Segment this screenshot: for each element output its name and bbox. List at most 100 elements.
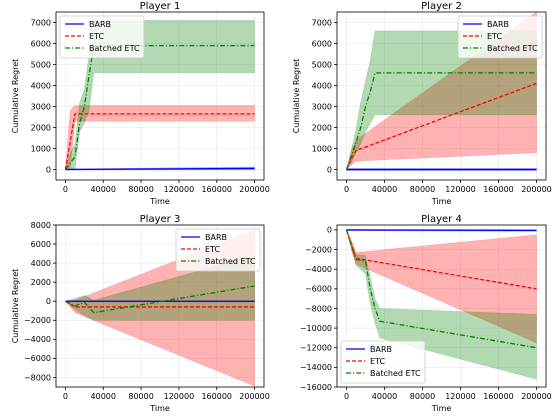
y-tick-label: −14000 [300, 363, 332, 372]
legend-label: BARB [89, 20, 111, 29]
x-tick-label: 200000 [521, 185, 552, 194]
y-tick-label: 2000 [312, 123, 332, 132]
series-line-etc [64, 113, 255, 170]
chart-title: Player 1 [140, 1, 181, 12]
x-tick-label: 160000 [201, 392, 232, 401]
y-tick-label: 0 [46, 165, 51, 174]
legend-label: Batched ETC [487, 44, 538, 53]
y-tick-label: −8000 [305, 304, 332, 313]
x-tick-label: 200000 [239, 185, 270, 194]
legend-box [457, 15, 543, 59]
x-tick-label: 0 [63, 392, 68, 401]
y-tick-label: 6000 [312, 39, 332, 48]
x-tick-label: 200000 [239, 392, 270, 401]
series-line-batched-etc [345, 229, 537, 349]
legend: BARB ETC Batched ETC [175, 228, 261, 272]
x-tick-label: 200000 [521, 392, 552, 401]
y-tick-label: 4000 [31, 81, 51, 90]
y-tick-label: 0 [46, 297, 51, 306]
legend-label: ETC [370, 357, 385, 366]
chart-panel-2: 0 40000 80000 120000 160000 200000 0 1000 2000 30… [292, 1, 552, 206]
y-tick-label: 5000 [312, 60, 332, 69]
y-tick-label: −8000 [24, 373, 51, 382]
legend-label: ETC [487, 32, 502, 41]
x-tick-label: 160000 [483, 392, 514, 401]
confidence-band-batched-etc [64, 255, 255, 321]
legend: BARB ETC Batched ETC [59, 15, 145, 59]
y-tick-label: −12000 [300, 344, 332, 353]
x-tick-label: 0 [63, 185, 68, 194]
x-tick-label: 80000 [410, 185, 435, 194]
gridlines [337, 12, 546, 180]
series-line-batched-etc [64, 44, 255, 170]
chart-title: Player 3 [140, 214, 181, 225]
axes-frame [336, 11, 547, 181]
legend-box [175, 228, 261, 272]
legend-label: Batched ETC [89, 44, 140, 53]
y-tick-label: 7000 [312, 18, 332, 27]
y-tick-label: 6000 [31, 39, 51, 48]
y-tick-label: −6000 [24, 354, 51, 363]
chart-panel-4: 0 40000 80000 120000 160000 200000 −16000 −1400… [300, 214, 552, 413]
x-tick-label: 120000 [445, 185, 476, 194]
y-tick-label: 0 [327, 165, 332, 174]
x-tick-label: 120000 [445, 392, 476, 401]
chart-title: Player 4 [421, 214, 462, 225]
confidence-band-batched-etc [346, 229, 537, 380]
legend-label: Batched ETC [205, 257, 256, 266]
y-tick-label: −4000 [305, 265, 332, 274]
y-tick-label: 4000 [312, 81, 332, 90]
x-tick-label: 80000 [410, 392, 435, 401]
y-tick-label: −16000 [300, 383, 332, 392]
y-tick-label: −4000 [24, 335, 51, 344]
y-tick-label: 6000 [31, 240, 51, 249]
legend: BARB ETC Batched ETC [340, 340, 426, 384]
legend-label: BARB [205, 233, 227, 242]
y-tick-label: −10000 [300, 324, 332, 333]
y-tick-label: 8000 [31, 221, 51, 230]
chart-title: Player 2 [421, 1, 462, 12]
x-tick-label: 40000 [372, 185, 397, 194]
x-tick-label: 160000 [201, 185, 232, 194]
y-tick-label: −2000 [24, 316, 51, 325]
chart-panel-3: 0 40000 80000 120000 160000 200000−8000−6000−… [11, 214, 270, 413]
y-tick-label: 1000 [312, 144, 332, 153]
y-tick-label: 0 [327, 226, 332, 235]
y-axis-label: Cumulative Regret [11, 269, 20, 344]
x-axis-label: Time [149, 404, 170, 413]
legend-label: ETC [205, 245, 220, 254]
y-axis-label: Cumulative Regret [292, 59, 301, 134]
y-tick-label: 1000 [31, 144, 51, 153]
x-tick-label: 120000 [164, 392, 195, 401]
legend-label: ETC [89, 32, 104, 41]
x-tick-label: 80000 [128, 392, 153, 401]
series-line-barb [65, 167, 255, 171]
x-axis-label: Time [431, 404, 452, 413]
y-tick-label: 7000 [31, 18, 51, 27]
legend-label: BARB [370, 345, 392, 354]
y-tick-label: −6000 [305, 285, 332, 294]
x-tick-label: 0 [344, 392, 349, 401]
x-axis-label: Time [149, 197, 170, 206]
y-tick-label: 5000 [31, 60, 51, 69]
legend-box [59, 15, 145, 59]
y-tick-label: −2000 [305, 245, 332, 254]
legend-label: BARB [487, 20, 509, 29]
axes-frame [55, 224, 265, 388]
y-tick-label: 3000 [312, 102, 332, 111]
x-tick-label: 40000 [91, 185, 116, 194]
series-line-batched-etc [345, 72, 537, 170]
series-line-etc [345, 82, 537, 170]
y-tick-label: 2000 [31, 123, 51, 132]
legend: BARB ETC Batched ETC [457, 15, 543, 59]
x-axis-label: Time [431, 197, 452, 206]
x-tick-label: 160000 [483, 185, 514, 194]
legend-label: Batched ETC [370, 369, 421, 378]
axes-frame [55, 11, 265, 181]
x-tick-label: 120000 [164, 185, 195, 194]
legend-box [340, 340, 426, 384]
y-axis-label: Cumulative Regret [11, 59, 20, 134]
x-tick-label: 40000 [372, 392, 397, 401]
chart-panel-1: 0 40000 80000 120000 160000 200000 0 1000 2000 30… [11, 1, 270, 206]
